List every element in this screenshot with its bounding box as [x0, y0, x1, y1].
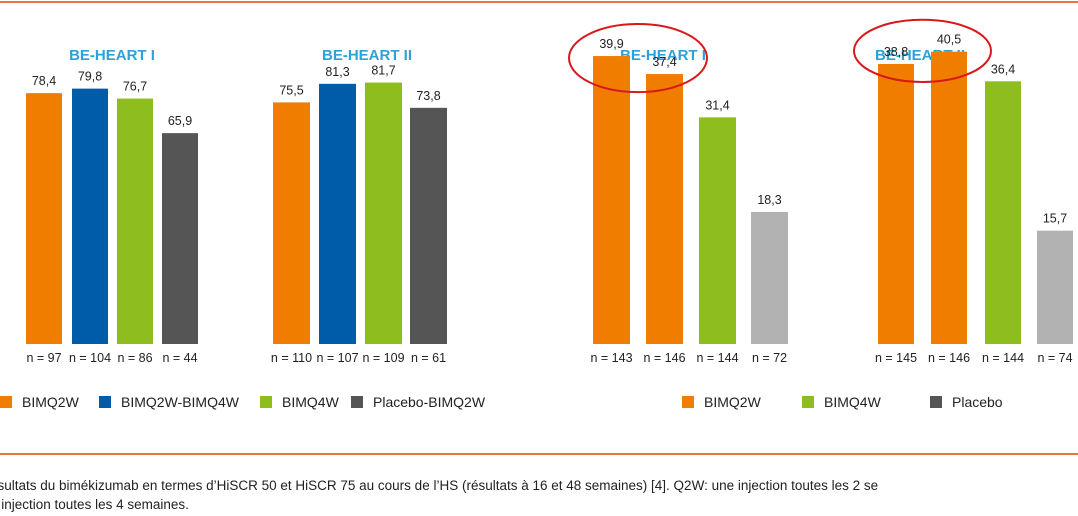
bar: [319, 83, 356, 344]
sample-size-label: n = 110: [271, 351, 312, 365]
data-label: 76,7: [123, 80, 147, 94]
sample-size-label: n = 74: [1037, 351, 1072, 365]
bar: [26, 93, 62, 345]
data-label: 15,7: [1043, 212, 1067, 226]
data-label: 73,8: [416, 89, 440, 103]
data-label: 78,4: [32, 74, 56, 88]
highlight-ellipse: [853, 18, 992, 83]
legend-swatch: [99, 396, 111, 408]
sample-size-label: n = 97: [26, 351, 61, 365]
sample-size-label: n = 61: [411, 351, 446, 365]
sample-size-label: n = 104: [69, 351, 111, 365]
data-label: 38,8: [884, 45, 908, 59]
bar-charts: BE-HEART I 78,4 n = 97 79,8 n = 104 76,7 n = 8…: [26, 18, 1073, 365]
bar: [273, 102, 310, 345]
legend-swatch: [930, 396, 942, 408]
legend-swatch: [682, 396, 694, 408]
bar: [593, 56, 630, 344]
legend-swatch: [802, 396, 814, 408]
legend-item-placebo-right: Placebo: [930, 393, 1003, 411]
sample-size-label: n = 146: [643, 351, 685, 365]
bar: [117, 98, 153, 344]
legend-label: BIMQ4W: [282, 394, 339, 410]
caption-line-1: ésultats du bimékizumab en termes d’HiSC…: [0, 478, 879, 493]
chart-title: BE-HEART I: [620, 47, 706, 64]
bar: [72, 88, 108, 344]
bar: [878, 63, 914, 345]
top-rule: [0, 1, 1078, 3]
bar: [699, 117, 736, 344]
legend-label: BIMQ2W: [22, 394, 79, 410]
bar: [985, 81, 1021, 344]
sample-size-label: n = 145: [875, 351, 917, 365]
legend-swatch: [0, 396, 12, 408]
sample-size-label: n = 144: [982, 351, 1024, 365]
bar: [365, 82, 402, 344]
data-label: 37,4: [652, 55, 676, 69]
bottom-rule: [0, 453, 1078, 455]
highlight-ellipse: [568, 23, 708, 94]
legend-item-bimq4w-right: BIMQ4W: [802, 393, 881, 411]
legend-swatch: [260, 396, 272, 408]
legend-label: BIMQ2W-BIMQ4W: [121, 394, 239, 410]
sample-size-label: n = 72: [752, 351, 787, 365]
data-label: 79,8: [78, 70, 102, 84]
bar: [410, 107, 447, 344]
data-label: 65,9: [168, 114, 192, 128]
chart-title: BE-HEART II: [322, 47, 412, 64]
legend-item-bimq2w-bimq4w: BIMQ2W-BIMQ4W: [99, 393, 239, 411]
bar: [751, 211, 788, 344]
bar: [931, 51, 967, 345]
bar: [162, 133, 198, 344]
caption-line-2: e injection toutes les 4 semaines.: [0, 497, 189, 512]
sample-size-label: n = 44: [162, 351, 197, 365]
legend-label: BIMQ4W: [824, 394, 881, 410]
legend-item-bimq4w: BIMQ4W: [260, 393, 339, 411]
bar: [646, 74, 683, 344]
legend-label: Placebo: [952, 394, 1003, 410]
data-label: 31,4: [705, 98, 729, 112]
data-label: 40,5: [937, 33, 961, 47]
data-label: 81,3: [325, 65, 349, 79]
sample-size-label: n = 143: [590, 351, 632, 365]
sample-size-label: n = 107: [316, 351, 358, 365]
legend-label: BIMQ2W: [704, 394, 761, 410]
sample-size-label: n = 86: [117, 351, 152, 365]
data-label: 36,4: [991, 62, 1015, 76]
legend-item-bimq2w: BIMQ2W: [0, 393, 79, 411]
data-label: 81,7: [371, 64, 395, 78]
bar: [1037, 230, 1073, 344]
legend-item-placebo-bimq2w: Placebo-BIMQ2W: [351, 393, 485, 411]
sample-size-label: n = 109: [362, 351, 404, 365]
figure-caption: ésultats du bimékizumab en termes d’HiSC…: [0, 476, 1078, 514]
legend-item-bimq2w-right: BIMQ2W: [682, 393, 761, 411]
data-label: 39,9: [599, 37, 623, 51]
data-label: 75,5: [279, 83, 303, 97]
chart-title: BE-HEART I: [69, 47, 155, 64]
data-label: 18,3: [757, 193, 781, 207]
legend-label: Placebo-BIMQ2W: [373, 394, 486, 410]
legend-swatch: [351, 396, 363, 408]
sample-size-label: n = 146: [928, 351, 970, 365]
sample-size-label: n = 144: [696, 351, 738, 365]
